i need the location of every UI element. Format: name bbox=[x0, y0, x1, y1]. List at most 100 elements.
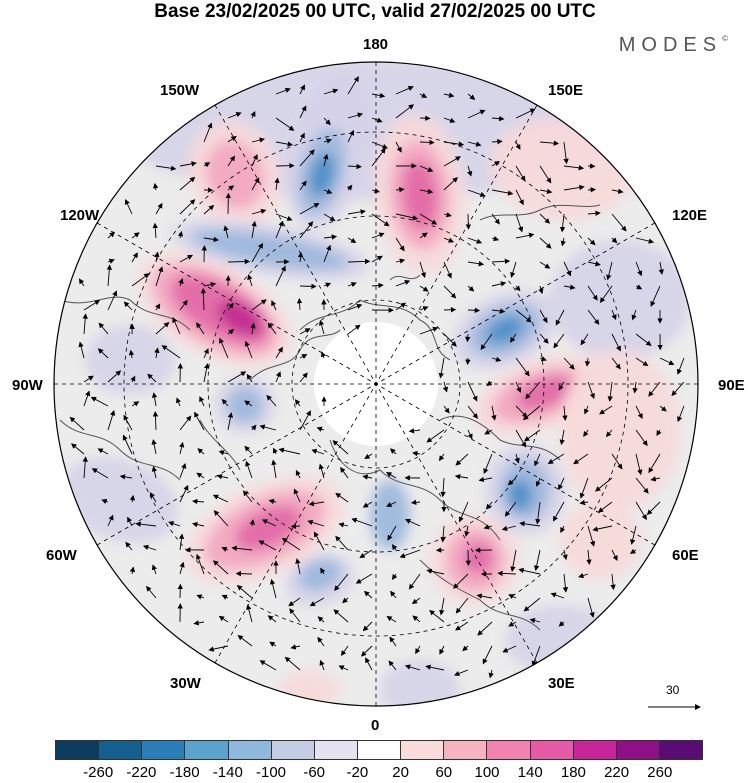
anomaly-region bbox=[550, 240, 690, 360]
anomaly-region bbox=[309, 153, 335, 197]
wind-arrow bbox=[646, 501, 661, 516]
wind-arrow bbox=[124, 198, 133, 215]
wind-arrow bbox=[509, 333, 517, 343]
wind-arrow bbox=[587, 525, 596, 547]
wind-arrow bbox=[244, 340, 253, 359]
wind-arrow bbox=[483, 453, 493, 475]
wind-arrow bbox=[251, 177, 260, 191]
wind-arrow bbox=[176, 397, 182, 407]
colorbar-segment bbox=[99, 740, 143, 760]
wind-arrow bbox=[347, 237, 357, 243]
wind-arrow bbox=[250, 424, 257, 431]
wind-arrow bbox=[371, 92, 386, 99]
vector-scale-label: 30 bbox=[666, 683, 680, 697]
lon-label-30w: 30W bbox=[170, 675, 201, 692]
wind-arrow bbox=[131, 232, 140, 239]
wind-arrow bbox=[347, 112, 364, 119]
wind-arrow bbox=[340, 645, 349, 657]
colorbar-segment bbox=[573, 740, 617, 760]
wind-arrow bbox=[251, 299, 267, 311]
wind-arrow bbox=[151, 466, 158, 479]
wind-arrow bbox=[119, 474, 133, 480]
wind-arrow bbox=[193, 620, 205, 626]
wind-arrow bbox=[127, 516, 133, 527]
anomaly-region bbox=[191, 229, 349, 271]
wind-arrow bbox=[313, 531, 325, 551]
wind-arrow bbox=[518, 567, 541, 575]
wind-arrow bbox=[539, 140, 560, 146]
wind-arrow bbox=[347, 163, 362, 170]
wind-arrow bbox=[550, 592, 565, 599]
wind-arrow bbox=[587, 261, 601, 267]
wind-arrow bbox=[443, 156, 461, 167]
wind-arrow bbox=[539, 309, 548, 324]
wind-arrow bbox=[269, 641, 277, 647]
wind-arrow bbox=[221, 546, 229, 552]
anomaly-region bbox=[560, 350, 680, 510]
wind-arrow bbox=[408, 573, 421, 590]
wind-arrow bbox=[443, 405, 450, 414]
wind-arrow bbox=[299, 221, 314, 239]
wind-arrow bbox=[362, 474, 373, 480]
wind-arrow bbox=[274, 177, 280, 191]
lon-label-60w: 60W bbox=[46, 547, 77, 564]
wind-arrow bbox=[221, 398, 229, 407]
wind-arrow bbox=[635, 357, 649, 367]
coastline bbox=[59, 296, 191, 331]
wind-arrow bbox=[151, 564, 157, 575]
wind-arrow bbox=[419, 188, 434, 195]
colorbar-segment bbox=[487, 740, 531, 760]
wind-arrow bbox=[552, 501, 565, 522]
anomaly-region bbox=[463, 542, 493, 574]
wind-arrow bbox=[611, 333, 621, 352]
lon-label-120w: 120W bbox=[60, 207, 100, 224]
wind-arrow bbox=[443, 261, 452, 279]
wind-arrow bbox=[443, 92, 455, 98]
wind-arrow bbox=[192, 498, 205, 505]
wind-arrow bbox=[584, 405, 590, 415]
wind-arrow bbox=[231, 545, 253, 551]
colorbar-tick-label: 100 bbox=[474, 764, 500, 781]
wind-arrow bbox=[467, 109, 486, 119]
wind-arrow bbox=[151, 439, 157, 455]
wind-arrow bbox=[192, 521, 205, 528]
wind-arrow bbox=[390, 590, 397, 599]
wind-arrow bbox=[335, 492, 349, 503]
wind-arrow bbox=[178, 533, 185, 551]
wind-arrow bbox=[515, 108, 536, 119]
wind-arrow bbox=[419, 92, 428, 98]
colorbar-segment bbox=[271, 740, 315, 760]
wind-arrow bbox=[107, 231, 116, 239]
wind-arrow bbox=[606, 261, 613, 281]
wind-arrow bbox=[172, 316, 181, 335]
wind-arrow bbox=[562, 573, 569, 593]
wind-arrow bbox=[295, 558, 301, 575]
colorbar-segment bbox=[185, 740, 229, 760]
wind-arrow bbox=[155, 202, 163, 215]
wind-arrow bbox=[259, 424, 277, 431]
wind-arrow bbox=[213, 510, 229, 527]
wind-arrow bbox=[362, 501, 373, 508]
wind-arrow bbox=[486, 380, 493, 386]
wind-arrow bbox=[179, 161, 197, 167]
wind-arrow bbox=[371, 147, 386, 167]
wind-arrow bbox=[299, 372, 308, 383]
wind-arrow bbox=[443, 141, 465, 147]
wind-arrow bbox=[78, 278, 85, 287]
wind-arrow bbox=[338, 665, 349, 671]
wind-arrow bbox=[523, 597, 541, 612]
wind-arrow bbox=[515, 213, 524, 233]
wind-arrow bbox=[539, 165, 552, 184]
wind-arrow bbox=[97, 448, 109, 455]
wind-arrow bbox=[309, 597, 325, 607]
wind-arrow bbox=[82, 456, 88, 479]
wind-arrow bbox=[656, 429, 662, 436]
wind-arrow bbox=[547, 453, 565, 464]
coastline bbox=[439, 415, 561, 461]
colorbar-tick-label: 180 bbox=[560, 764, 586, 781]
wind-arrow bbox=[216, 474, 229, 480]
wind-arrow bbox=[196, 472, 205, 479]
wind-arrow bbox=[227, 155, 235, 167]
wind-arrow bbox=[443, 285, 457, 299]
wind-arrow bbox=[635, 237, 655, 244]
